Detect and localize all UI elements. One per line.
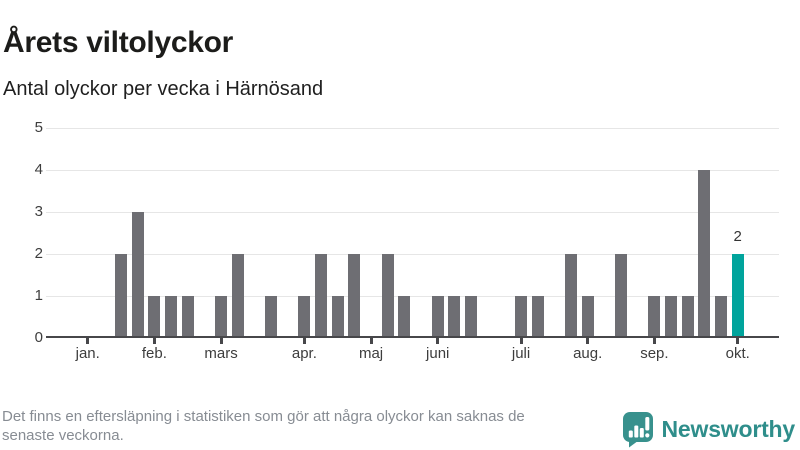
x-axis-line [46, 336, 779, 338]
bar-week-23 [431, 296, 444, 337]
newsworthy-speech-bubble-bar-chart-icon [622, 412, 653, 448]
bar-week-37 [665, 296, 678, 337]
x-tick-label-juni: juni [426, 345, 450, 362]
bar-week-8 [181, 296, 194, 337]
y-tick-label: 2 [34, 245, 43, 262]
bar-week-40 [715, 296, 728, 337]
x-tick-label-jan: jan. [75, 345, 100, 362]
y-tick-label: 1 [34, 287, 43, 304]
x-axis-tick [736, 338, 740, 344]
y-tick-label: 5 [34, 119, 43, 136]
gridline [46, 128, 779, 129]
footer-disclaimer-line2: senaste veckorna. [2, 427, 124, 444]
footer-disclaimer: Det finns en eftersläpning i statistiken… [2, 407, 525, 445]
bar-week-10 [215, 296, 228, 337]
newsworthy-wordmark: Newsworthy [661, 416, 796, 442]
x-axis-tick [219, 338, 223, 344]
bar-week-16 [315, 254, 328, 337]
footer-disclaimer-line1: Det finns en eftersläpning i statistiken… [2, 408, 525, 425]
bar-week-7 [165, 296, 178, 337]
x-axis-tick [436, 338, 440, 344]
bar-week-24 [448, 296, 461, 337]
page-title: Årets viltolyckor [3, 26, 233, 60]
x-tick-label-sep: sep. [640, 345, 669, 362]
x-tick-label-okt: okt. [725, 345, 750, 362]
gridline [46, 254, 779, 255]
bar-week-39 [698, 170, 711, 337]
y-tick-label: 3 [34, 203, 43, 220]
gridline [46, 170, 779, 171]
bar-week-34 [615, 254, 628, 337]
bar-week-36 [648, 296, 661, 337]
x-tick-label-aug: aug. [573, 345, 603, 362]
y-tick-label: 4 [34, 161, 43, 178]
gridline [46, 296, 779, 297]
x-axis-tick [586, 338, 590, 344]
bar-week-15 [298, 296, 311, 337]
bar-week-4 [115, 254, 128, 337]
x-axis-tick [152, 338, 156, 344]
x-axis-tick [302, 338, 306, 344]
bar-week-6 [148, 296, 161, 337]
y-tick-label: 0 [34, 329, 43, 346]
bar-week-31 [565, 254, 578, 337]
x-tick-label-apr: apr. [291, 345, 317, 362]
bar-week-20 [381, 254, 394, 337]
x-axis-tick [86, 338, 90, 344]
x-axis-tick [652, 338, 656, 344]
bar-week-32 [581, 296, 594, 337]
x-tick-label-juli: juli [511, 345, 531, 362]
x-axis-tick [519, 338, 523, 344]
bar-week-17 [331, 296, 344, 337]
bar-week-28 [515, 296, 528, 337]
highlight-bar-week-41 [731, 254, 744, 337]
plot-area: jan. feb. mars apr. maj juni juli aug. sep. okt. 2 [46, 128, 779, 362]
bar-week-38 [681, 296, 694, 337]
bar-week-29 [531, 296, 544, 337]
chart-subtitle: Antal olyckor per vecka i Härnösand [3, 78, 324, 100]
highlight-value-label: 2 [733, 228, 742, 245]
bar-week-5 [131, 212, 144, 337]
gridline [46, 212, 779, 213]
bar-week-13 [265, 296, 278, 337]
bar-week-11 [231, 254, 244, 337]
bar-week-18 [348, 254, 361, 337]
x-tick-label-maj: maj [358, 345, 384, 362]
newsworthy-logo: Newsworthy [622, 411, 795, 448]
x-tick-label-feb: feb. [141, 345, 167, 362]
x-axis-tick [369, 338, 373, 344]
bar-week-25 [465, 296, 478, 337]
bar-week-21 [398, 296, 411, 337]
x-tick-label-mars: mars [204, 345, 238, 362]
